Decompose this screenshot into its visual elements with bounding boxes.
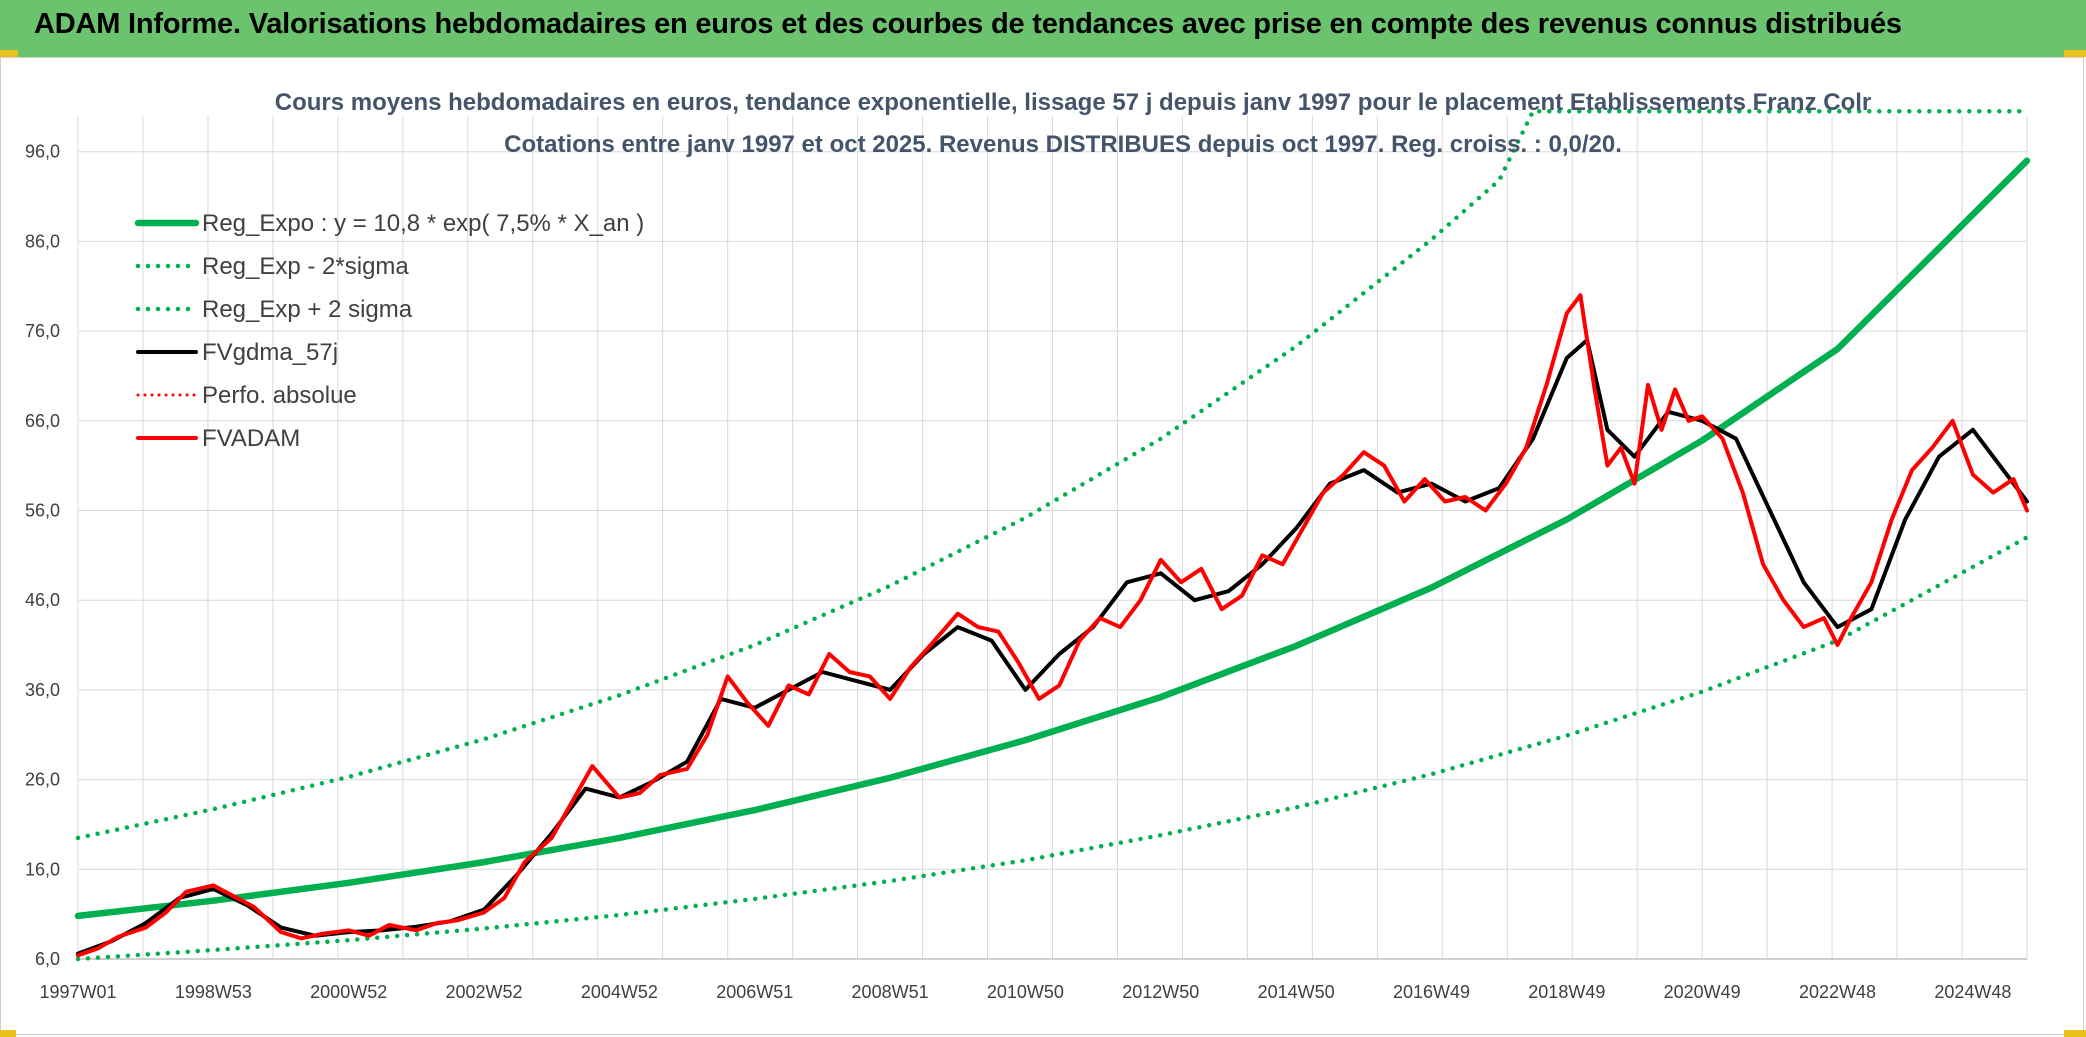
chart-frame bbox=[0, 57, 2084, 1035]
y-tick-label: 56,0 bbox=[25, 501, 60, 521]
legend-label: FVADAM bbox=[202, 425, 300, 452]
page-title: ADAM Informe. Valorisations hebdomadaire… bbox=[34, 8, 1902, 40]
accent-mark-bottom-left bbox=[0, 1030, 16, 1037]
x-tick-label: 1998W53 bbox=[175, 982, 252, 1002]
x-tick-label: 2006W51 bbox=[716, 982, 793, 1002]
y-tick-label: 96,0 bbox=[25, 142, 60, 162]
y-tick-label: 36,0 bbox=[25, 680, 60, 700]
y-tick-label: 46,0 bbox=[25, 590, 60, 610]
y-tick-label: 66,0 bbox=[25, 411, 60, 431]
accent-mark-right bbox=[2064, 50, 2086, 57]
x-tick-label: 2020W49 bbox=[1664, 982, 1741, 1002]
legend-label: FVgdma_57j bbox=[202, 339, 338, 366]
x-tick-label: 2016W49 bbox=[1393, 982, 1470, 1002]
x-tick-label: 2000W52 bbox=[310, 982, 387, 1002]
legend-label: Perfo. absolue bbox=[202, 382, 357, 409]
gridlines bbox=[77, 116, 2028, 960]
x-tick-label: 2024W48 bbox=[1934, 982, 2011, 1002]
y-tick-label: 86,0 bbox=[25, 231, 60, 251]
x-tick-label: 2004W52 bbox=[581, 982, 658, 1002]
chart-title: Cours moyens hebdomadaires en euros, ten… bbox=[274, 89, 1872, 116]
y-tick-label: 26,0 bbox=[25, 770, 60, 790]
chart-subtitle: Cotations entre janv 1997 et oct 2025. R… bbox=[504, 131, 1622, 158]
y-tick-label: 16,0 bbox=[25, 859, 60, 879]
legend-label: Reg_Exp + 2 sigma bbox=[202, 296, 413, 323]
legend-label: Reg_Exp - 2*sigma bbox=[202, 253, 409, 280]
x-tick-label: 2014W50 bbox=[1258, 982, 1335, 1002]
accent-mark-bottom-right bbox=[2064, 1030, 2086, 1037]
x-axis-tick-labels: 1997W01 1998W53 2000W52 2002W52 2004W52 2006W… bbox=[39, 982, 2011, 1002]
series-lines bbox=[74, 109, 2031, 962]
x-tick-label: 2002W52 bbox=[446, 982, 523, 1002]
y-tick-label: 6,0 bbox=[35, 949, 60, 969]
series-line-2 bbox=[75, 109, 2030, 841]
x-tick-label: 2008W51 bbox=[852, 982, 929, 1002]
title-bar: ADAM Informe. Valorisations hebdomadaire… bbox=[0, 0, 2086, 57]
y-axis-tick-labels: 6,0 16,0 26,0 36,0 46,0 56,0 66,0 76,0 86,0 96,0 bbox=[25, 142, 60, 969]
series-line-5 bbox=[76, 293, 2029, 958]
x-tick-label: 2010W50 bbox=[987, 982, 1064, 1002]
x-tick-label: 1997W01 bbox=[39, 982, 116, 1002]
series-line-0 bbox=[74, 157, 2031, 920]
y-tick-label: 76,0 bbox=[25, 321, 60, 341]
x-tick-label: 2022W48 bbox=[1799, 982, 1876, 1002]
legend-label: Reg_Expo : y = 10,8 * exp( 7,5% * X_an ) bbox=[202, 210, 644, 237]
legend: Reg_Expo : y = 10,8 * exp( 7,5% * X_an )… bbox=[134, 210, 644, 452]
x-tick-label: 2018W49 bbox=[1528, 982, 1605, 1002]
accent-mark-left bbox=[0, 50, 18, 57]
x-tick-label: 2012W50 bbox=[1122, 982, 1199, 1002]
